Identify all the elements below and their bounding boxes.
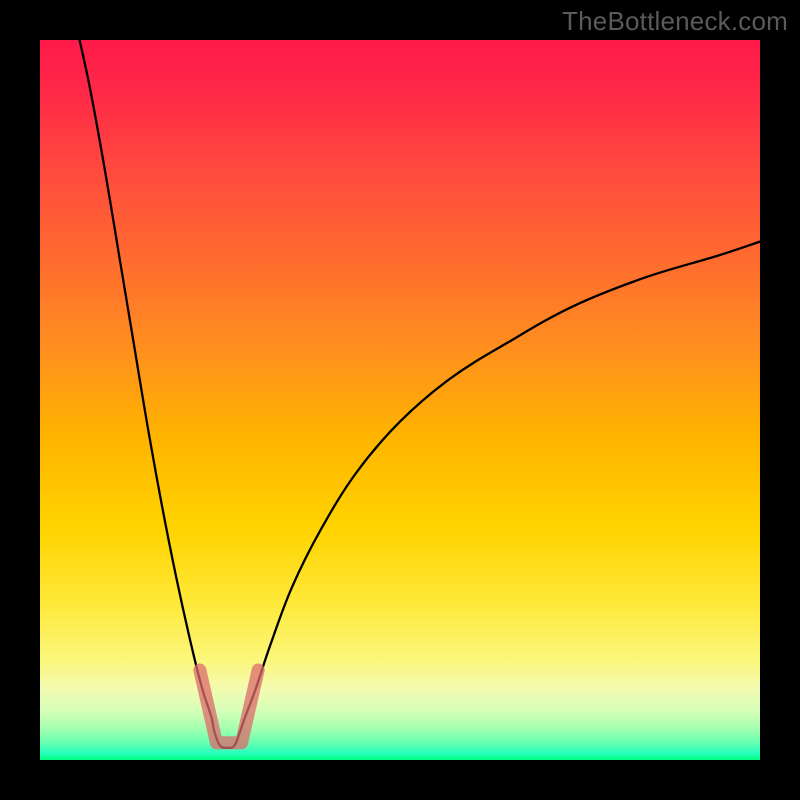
watermark-text: TheBottleneck.com [562,6,788,37]
chart-plot-area [40,40,760,760]
chart-svg [40,40,760,760]
chart-background [40,40,760,760]
